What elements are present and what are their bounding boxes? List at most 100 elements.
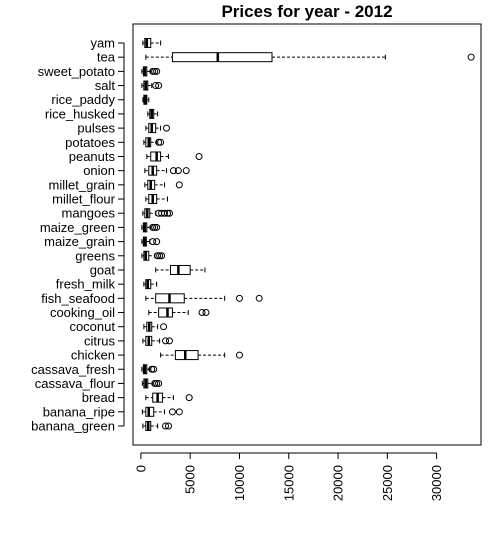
outlier-point bbox=[148, 365, 156, 373]
outlier-point bbox=[157, 138, 165, 146]
box-bread bbox=[145, 392, 193, 403]
outlier-point bbox=[155, 379, 163, 387]
y-tick-label: millet_grain bbox=[49, 177, 115, 192]
box-greens bbox=[141, 250, 166, 261]
y-tick-label: banana_ripe bbox=[43, 404, 115, 419]
box-millet-flour bbox=[145, 194, 169, 205]
y-tick-label: maize_grain bbox=[44, 234, 115, 249]
outlier-point bbox=[156, 252, 164, 260]
y-tick-label: rice_paddy bbox=[51, 92, 115, 107]
x-tick-label: 20000 bbox=[331, 465, 346, 501]
y-tick-label: goat bbox=[90, 262, 116, 277]
box-iqr bbox=[169, 264, 191, 275]
box-fish-seafood bbox=[145, 293, 263, 304]
outlier-point bbox=[174, 167, 182, 175]
outlier-point bbox=[149, 238, 157, 246]
x-tick-label: 10000 bbox=[232, 465, 247, 501]
y-tick-label: cassava_fresh bbox=[31, 362, 115, 377]
plot-frame bbox=[132, 23, 482, 446]
outlier-point bbox=[467, 53, 475, 61]
outlier-point bbox=[151, 223, 159, 231]
box-cassava-fresh bbox=[141, 364, 158, 375]
y-tick-label: citrus bbox=[84, 333, 116, 348]
outlier-point bbox=[169, 167, 177, 175]
outlier-point bbox=[152, 82, 160, 90]
y-tick-label: yam bbox=[90, 36, 115, 51]
box-maize-grain bbox=[141, 236, 161, 247]
box-peanuts bbox=[146, 151, 203, 162]
x-tick-label: 15000 bbox=[281, 465, 296, 501]
box-millet-grain bbox=[144, 179, 183, 190]
outlier-point bbox=[153, 379, 161, 387]
outlier-point bbox=[185, 394, 193, 402]
y-tick-label: cooking_oil bbox=[50, 305, 115, 320]
y-tick-label: peanuts bbox=[69, 149, 116, 164]
box-cassava-flour bbox=[141, 378, 163, 389]
x-tick-label: 5000 bbox=[183, 465, 198, 494]
outlier-point bbox=[162, 337, 170, 345]
outlier-point bbox=[155, 138, 163, 146]
x-tick-label: 0 bbox=[133, 465, 148, 472]
outlier-point bbox=[161, 209, 169, 217]
y-tick-label: fish_seafood bbox=[41, 291, 115, 306]
box-chicken bbox=[160, 350, 243, 361]
box-iqr bbox=[171, 52, 273, 63]
box-rice-husked bbox=[147, 108, 159, 119]
box-onion bbox=[144, 165, 190, 176]
box-salt bbox=[141, 80, 163, 91]
y-tick-label: tea bbox=[97, 50, 116, 65]
box-coconut bbox=[143, 321, 168, 332]
outlier-point bbox=[198, 309, 206, 317]
y-tick-label: rice_husked bbox=[45, 106, 115, 121]
y-tick-label: salt bbox=[95, 78, 116, 93]
box-pulses bbox=[145, 123, 171, 134]
y-tick-label: potatoes bbox=[65, 135, 115, 150]
y-tick-label: cassava_flour bbox=[35, 376, 116, 391]
y-tick-label: coconut bbox=[69, 319, 115, 334]
outlier-point bbox=[255, 294, 263, 302]
box-banana-green bbox=[142, 421, 172, 431]
box-banana-ripe bbox=[141, 406, 183, 417]
outlier-point bbox=[165, 337, 173, 345]
y-tick-label: mangoes bbox=[62, 206, 116, 221]
y-tick-label: millet_flour bbox=[52, 192, 116, 207]
outlier-point bbox=[149, 67, 157, 75]
box-fresh-milk bbox=[143, 279, 158, 290]
outlier-point bbox=[163, 124, 171, 132]
outlier-point bbox=[182, 167, 190, 175]
outlier-point bbox=[151, 67, 159, 75]
outlier-point bbox=[164, 209, 172, 217]
box-yam bbox=[142, 38, 162, 48]
box-iqr bbox=[158, 307, 173, 318]
y-tick-label: fresh_milk bbox=[56, 277, 116, 292]
chart-title: Prices for year - 2012 bbox=[221, 2, 392, 21]
boxes-layer bbox=[141, 38, 475, 431]
box-cooking-oil bbox=[148, 307, 210, 318]
outlier-point bbox=[195, 152, 203, 160]
outlier-point bbox=[164, 422, 172, 430]
outlier-point bbox=[153, 67, 161, 75]
outlier-point bbox=[175, 408, 183, 416]
y-tick-label: pulses bbox=[77, 121, 115, 136]
outlier-point bbox=[202, 309, 210, 317]
outlier-point bbox=[165, 209, 173, 217]
y-tick-label: banana_green bbox=[31, 419, 115, 434]
y-tick-label: onion bbox=[83, 163, 115, 178]
outlier-point bbox=[149, 223, 157, 231]
outlier-point bbox=[155, 82, 163, 90]
outlier-point bbox=[158, 252, 166, 260]
box-tea bbox=[145, 52, 475, 63]
box-citrus bbox=[142, 335, 173, 346]
outlier-point bbox=[160, 323, 168, 331]
box-goat bbox=[155, 264, 206, 275]
outlier-point bbox=[154, 252, 162, 260]
outlier-point bbox=[235, 351, 243, 359]
y-tick-label: bread bbox=[82, 390, 115, 405]
outlier-point bbox=[235, 294, 243, 302]
outlier-point bbox=[168, 408, 176, 416]
box-mangoes bbox=[142, 208, 173, 219]
box-sweet-potato bbox=[141, 66, 161, 77]
y-axis: banana_greenbanana_ripebreadcassava_flou… bbox=[31, 36, 125, 434]
y-tick-label: maize_green bbox=[40, 220, 115, 235]
